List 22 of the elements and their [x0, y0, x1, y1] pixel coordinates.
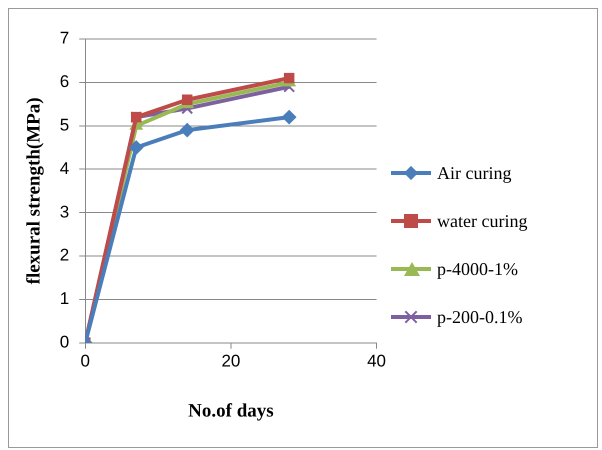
- y-tick-label: 6: [60, 72, 70, 92]
- point: [282, 110, 296, 124]
- y-tick-label: 3: [60, 202, 70, 222]
- y-tick-label: 4: [60, 158, 70, 178]
- y-tick-label: 7: [60, 28, 70, 48]
- x-tick-label: 40: [367, 352, 386, 371]
- legend-label: Air curing: [437, 162, 512, 184]
- point: [182, 94, 192, 106]
- y-tick-label: 1: [60, 289, 70, 308]
- legend-label: p-4000-1%: [437, 258, 518, 280]
- y-axis-title: flexural strength(MPa): [23, 97, 44, 284]
- point: [284, 72, 294, 84]
- y-tick-label: 5: [60, 115, 70, 134]
- legend-label: water curing: [437, 210, 528, 232]
- x-tick-label: 0: [80, 352, 90, 371]
- point: [180, 123, 194, 138]
- point: [129, 140, 144, 154]
- y-tick-label: 0: [60, 332, 70, 352]
- y-tick-label: 2: [60, 246, 70, 265]
- x-axis-title: No.of days: [188, 400, 274, 422]
- legend-label: p-200-0.1%: [437, 306, 522, 328]
- x-tick-label: 20: [221, 352, 240, 371]
